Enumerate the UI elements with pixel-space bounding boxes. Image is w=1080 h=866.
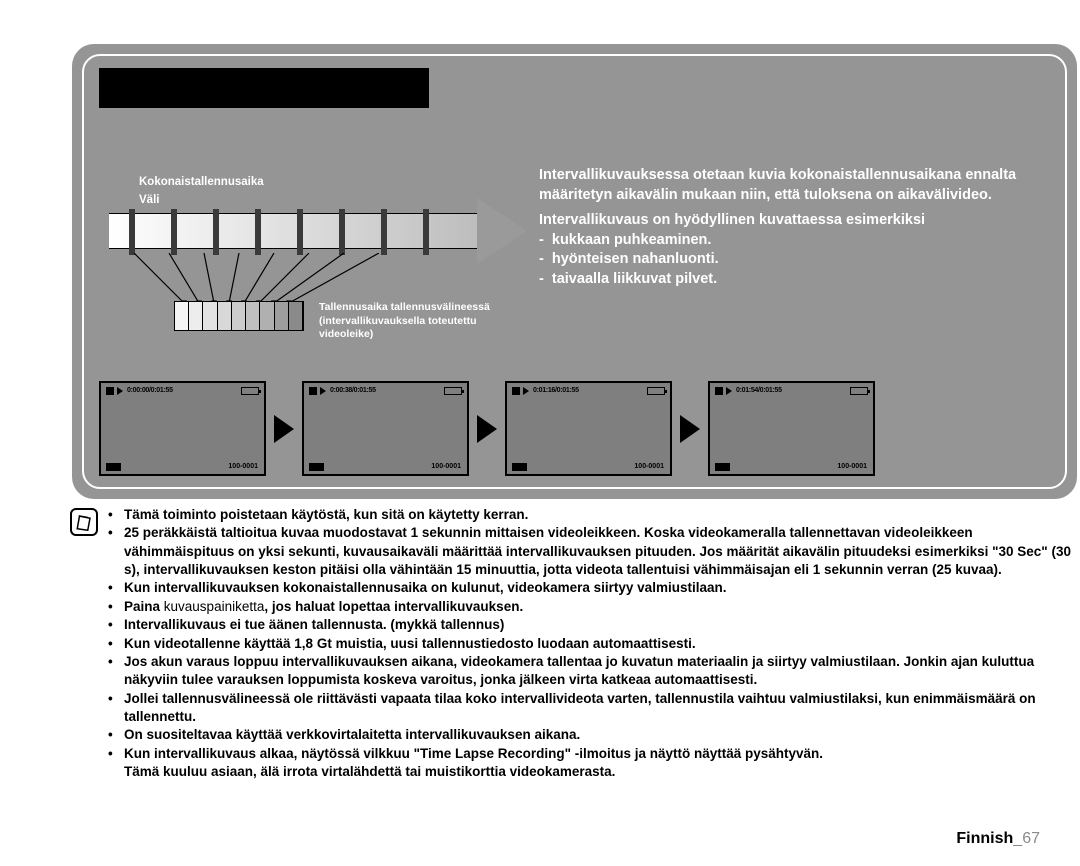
title-blackbar xyxy=(99,68,429,108)
thumbnail-4: 0:01:54/0:01:55 100-0001 xyxy=(708,381,875,476)
footer-page: _67 xyxy=(1013,830,1040,847)
note-item: 25 peräkkäistä taltioitua kuvaa muodosta… xyxy=(108,524,1073,579)
battery-icon xyxy=(850,387,868,395)
thumb-filenum: 100-0001 xyxy=(228,463,258,470)
note-item: Intervallikuvaus ei tue äänen tallennust… xyxy=(108,616,1073,634)
timeline-arrowhead xyxy=(477,198,527,264)
note-item-cont: Tämä kuuluu asiaan, älä irrota virtalähd… xyxy=(108,763,1073,781)
arrow-icon xyxy=(477,415,497,443)
notes-section: Tämä toiminto poistetaan käytöstä, kun s… xyxy=(70,506,1075,781)
battery-icon xyxy=(444,387,462,395)
thumb-filenum: 100-0001 xyxy=(837,463,867,470)
timeline-shaft xyxy=(109,213,479,249)
page-footer: Finnish_67 xyxy=(956,830,1040,848)
thumb-timecode: 0:01:54/0:01:55 xyxy=(736,387,782,394)
note-item: Paina kuvauspainiketta, jos haluat lopet… xyxy=(108,598,1073,616)
desc-bullet-2: - hyönteisen nahanluonti. xyxy=(539,250,1069,270)
result-strip xyxy=(174,301,304,331)
thumbnail-2: 0:00:38/0:01:55 100-0001 xyxy=(302,381,469,476)
desc-bullet-1: - kukkaan puhkeaminen. xyxy=(539,231,1069,251)
thumbnail-1: 0:00:00/0:01:55 100-0001 xyxy=(99,381,266,476)
record-caption: Tallennusaika tallennusvälineessä (inter… xyxy=(319,301,499,342)
desc-bullet-3: - taivaalla liikkuvat pilvet. xyxy=(539,270,1069,290)
thumb-timecode: 0:00:00/0:01:55 xyxy=(127,387,173,394)
note-item: Jos akun varaus loppuu intervallikuvauks… xyxy=(108,653,1073,690)
thumbnail-row: 0:00:00/0:01:55 100-0001 0:00:38/0:01:55… xyxy=(99,381,1059,476)
desc-p1: Intervallikuvauksessa otetaan kuvia koko… xyxy=(539,166,1069,205)
description-block: Intervallikuvauksessa otetaan kuvia koko… xyxy=(539,166,1069,289)
thumb-timecode: 0:00:38/0:01:55 xyxy=(330,387,376,394)
label-total-text: Kokonaistallennusaika xyxy=(139,176,264,188)
battery-icon xyxy=(647,387,665,395)
note-icon xyxy=(70,508,98,536)
notes-list: Tämä toiminto poistetaan käytöstä, kun s… xyxy=(108,506,1073,781)
arrow-icon xyxy=(680,415,700,443)
diagram-panel: Kokonaistallennusaika Väli xyxy=(72,44,1077,499)
note-item: Tämä toiminto poistetaan käytöstä, kun s… xyxy=(108,506,1073,524)
thumbnail-3: 0:01:16/0:01:55 100-0001 xyxy=(505,381,672,476)
diagram-inner: Kokonaistallennusaika Väli xyxy=(82,54,1067,489)
footer-lang: Finnish xyxy=(956,830,1013,847)
timeline-arrow xyxy=(109,206,529,256)
note-item: On suositeltavaa käyttää verkkovirtalait… xyxy=(108,726,1073,744)
label-total-recording-time: Kokonaistallennusaika xyxy=(139,176,264,188)
note-item: Jollei tallennusvälineessä ole riittäväs… xyxy=(108,690,1073,727)
thumb-filenum: 100-0001 xyxy=(431,463,461,470)
thumb-filenum: 100-0001 xyxy=(634,463,664,470)
note-item: Kun videotallenne käyttää 1,8 Gt muistia… xyxy=(108,635,1073,653)
note-item: Kun intervallikuvaus alkaa, näytössä vil… xyxy=(108,745,1073,763)
battery-icon xyxy=(241,387,259,395)
converge-lines xyxy=(124,253,384,303)
thumb-timecode: 0:01:16/0:01:55 xyxy=(533,387,579,394)
desc-p2: Intervallikuvaus on hyödyllinen kuvattae… xyxy=(539,211,1069,231)
note-item: Kun intervallikuvauksen kokonaistallennu… xyxy=(108,579,1073,597)
label-interval: Väli xyxy=(139,194,159,206)
arrow-icon xyxy=(274,415,294,443)
